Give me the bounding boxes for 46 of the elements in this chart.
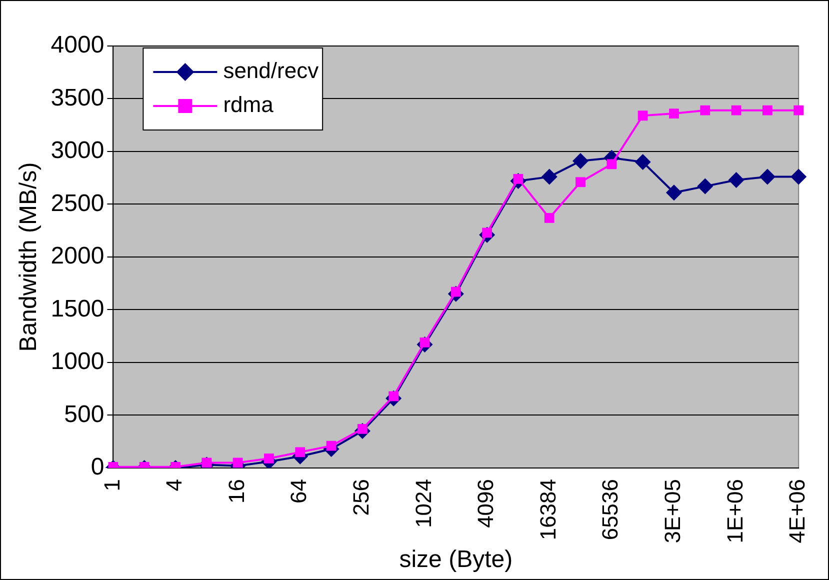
point: [295, 447, 306, 458]
y-tick-label: 2500: [50, 190, 104, 217]
x-tick-label: 1E+06: [722, 478, 748, 544]
point: [606, 159, 617, 170]
point: [731, 105, 742, 116]
point: [794, 105, 804, 116]
x-axis-title: size (Byte): [399, 546, 513, 574]
point: [634, 154, 651, 170]
point: [759, 168, 776, 185]
x-tick-label: 4E+06: [784, 478, 810, 544]
point: [576, 177, 586, 188]
point: [572, 152, 589, 169]
point: [697, 178, 714, 194]
point: [669, 108, 679, 118]
x-tick-label: 16384: [535, 478, 560, 540]
x-tick-label: 65536: [598, 478, 623, 540]
x-tick-label: 64: [286, 478, 312, 504]
x-tick-label: 1: [99, 478, 124, 492]
y-tick-label: 0: [90, 454, 104, 481]
y-tick-label: 3500: [50, 84, 104, 112]
point: [232, 458, 243, 468]
point: [790, 168, 807, 185]
y-tick-label: 4000: [50, 32, 104, 59]
x-tick-label: 256: [348, 478, 374, 516]
point: [762, 105, 772, 116]
y-tick-label: 1500: [50, 295, 104, 322]
x-tick-label: 3E+05: [660, 478, 686, 544]
x-tick-label: 4: [162, 478, 187, 492]
legend-label: send/recv: [223, 58, 319, 84]
y-tick-label: 1000: [50, 348, 104, 376]
y-axis-title: Bandwidth (MB/s): [15, 162, 42, 352]
point: [666, 184, 682, 201]
x-tick-label: 16: [224, 478, 249, 504]
x-tick-label: 4096: [473, 478, 498, 528]
point: [264, 454, 274, 464]
point: [541, 168, 558, 185]
point: [700, 105, 710, 116]
legend-label: rdma: [223, 92, 274, 118]
y-tick-label: 2000: [50, 242, 104, 270]
point: [638, 110, 648, 121]
y-tick-label: 500: [64, 400, 104, 428]
point: [326, 440, 336, 451]
point: [728, 172, 744, 188]
point: [544, 213, 554, 223]
y-tick-label: 3000: [50, 137, 104, 164]
x-tick-label: 1024: [410, 478, 436, 528]
